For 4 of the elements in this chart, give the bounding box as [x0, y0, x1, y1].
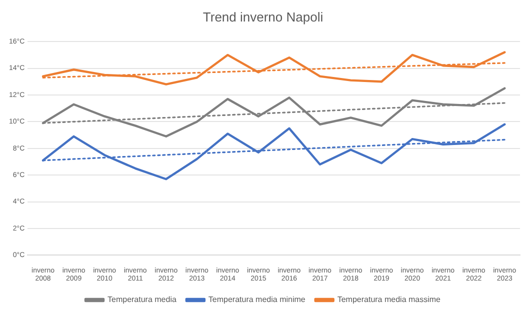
legend-label: Temperatura media — [108, 295, 177, 304]
chart-title: Trend inverno Napoli — [202, 9, 324, 24]
legend-label: Temperatura media minime — [208, 295, 306, 304]
legend-label: Temperatura media massime — [337, 295, 442, 304]
